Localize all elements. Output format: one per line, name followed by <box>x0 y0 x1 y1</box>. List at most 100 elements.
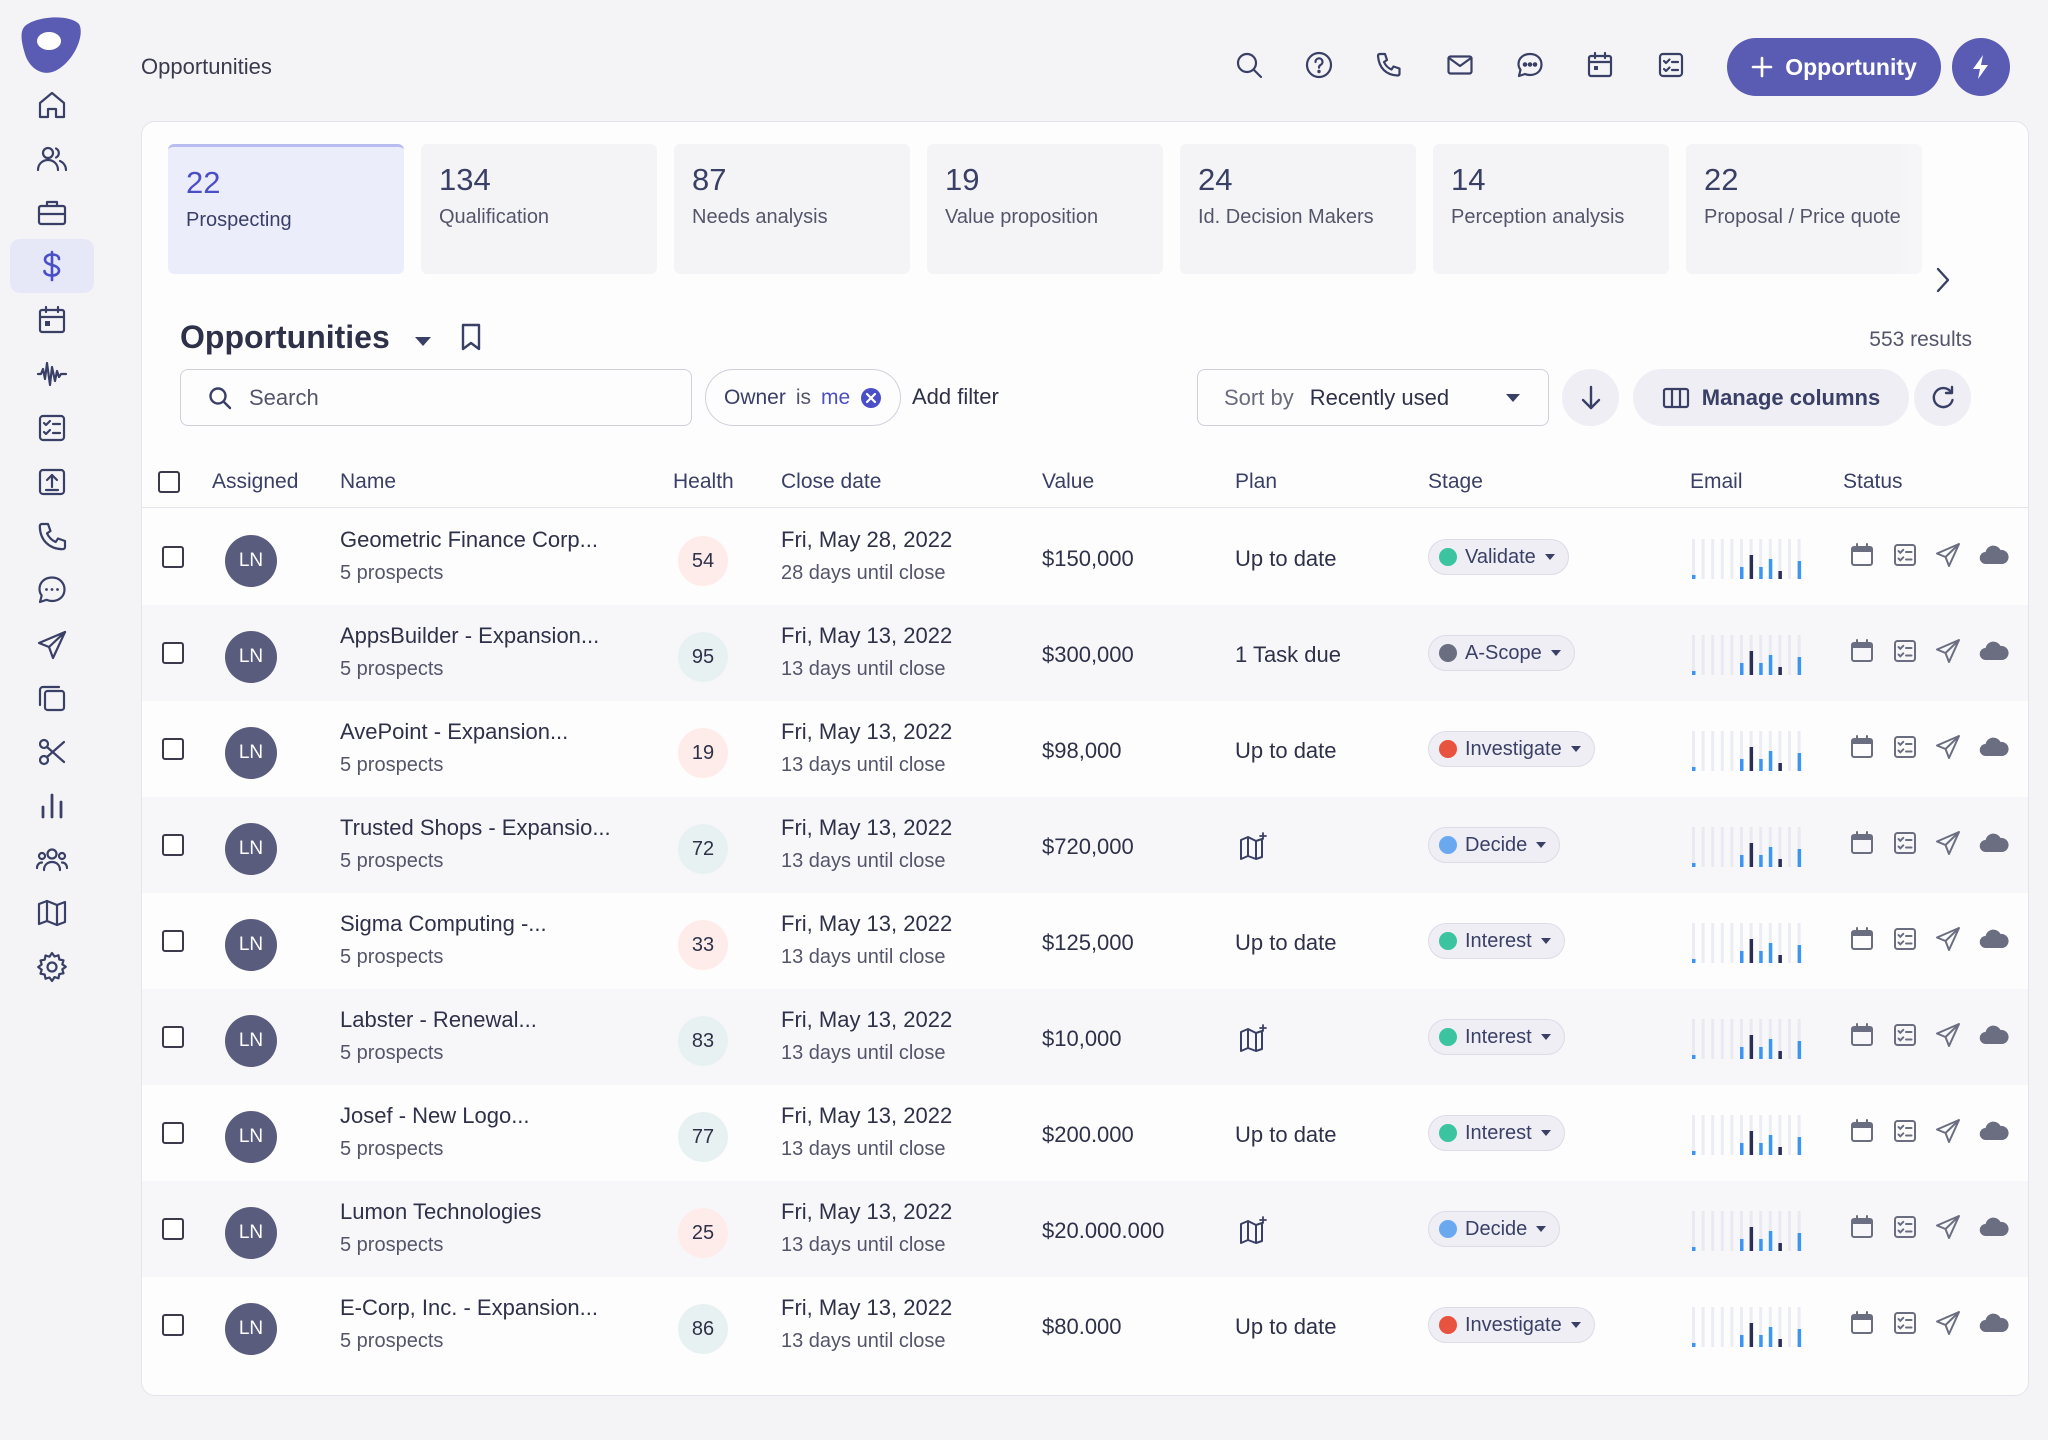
sidebar-item-calendar[interactable] <box>10 293 94 347</box>
table-row[interactable]: LN Geometric Finance Corp... 5 prospects… <box>142 509 2028 605</box>
opportunity-name[interactable]: Trusted Shops - Expansio... <box>340 815 611 840</box>
calendar-icon[interactable] <box>1848 541 1876 569</box>
stage-select[interactable]: Decide <box>1428 1211 1561 1247</box>
table-row[interactable]: LN Trusted Shops - Expansio... 5 prospec… <box>142 797 2028 893</box>
cloud-icon[interactable] <box>1977 1022 2011 1048</box>
table-row[interactable]: LN E-Corp, Inc. - Expansion... 5 prospec… <box>142 1277 2028 1373</box>
row-checkbox[interactable] <box>162 642 184 664</box>
list-view-dropdown[interactable] <box>412 330 434 352</box>
sidebar-item-settings[interactable] <box>10 940 94 994</box>
sidebar-item-task-list[interactable] <box>10 401 94 455</box>
sidebar-item-upload[interactable] <box>10 455 94 509</box>
cloud-icon[interactable] <box>1977 542 2011 568</box>
row-checkbox[interactable] <box>162 834 184 856</box>
send-icon[interactable] <box>1934 733 1962 761</box>
row-checkbox[interactable] <box>162 930 184 952</box>
cloud-icon[interactable] <box>1977 1310 2011 1336</box>
opportunity-name[interactable]: Lumon Technologies <box>340 1199 542 1224</box>
col-name[interactable]: Name <box>340 470 397 493</box>
calendar-icon[interactable] <box>1848 1213 1876 1241</box>
avatar[interactable]: LN <box>225 919 277 971</box>
sidebar-item-scissors[interactable] <box>10 725 94 779</box>
table-row[interactable]: LN AvePoint - Expansion... 5 prospects 1… <box>142 701 2028 797</box>
col-assigned[interactable]: Assigned <box>212 470 299 493</box>
calendar-icon[interactable] <box>1848 1021 1876 1049</box>
add-opportunity-button[interactable]: Opportunity <box>1727 38 1941 96</box>
send-icon[interactable] <box>1934 637 1962 665</box>
task-list-icon[interactable] <box>1654 48 1688 82</box>
opportunity-name[interactable]: E-Corp, Inc. - Expansion... <box>340 1295 598 1320</box>
stage-select[interactable]: Interest <box>1428 1019 1565 1055</box>
cloud-icon[interactable] <box>1977 830 2011 856</box>
calendar-icon[interactable] <box>1848 1309 1876 1337</box>
col-plan[interactable]: Plan <box>1235 470 1278 493</box>
task-list-icon[interactable] <box>1891 829 1919 857</box>
cloud-icon[interactable] <box>1977 638 2011 664</box>
sidebar-item-send[interactable] <box>10 618 94 672</box>
table-row[interactable]: LN Lumon Technologies 5 prospects 25 Fri… <box>142 1181 2028 1277</box>
table-row[interactable]: LN Labster - Renewal... 5 prospects 83 F… <box>142 989 2028 1085</box>
send-icon[interactable] <box>1934 829 1962 857</box>
plan-map-button[interactable] <box>1238 1024 1268 1054</box>
cloud-icon[interactable] <box>1977 1214 2011 1240</box>
avatar[interactable]: LN <box>225 1111 277 1163</box>
opportunity-name[interactable]: AppsBuilder - Expansion... <box>340 623 600 648</box>
cloud-icon[interactable] <box>1977 1118 2011 1144</box>
plan-map-button[interactable] <box>1238 832 1268 862</box>
stage-tab[interactable]: 22 Prospecting <box>168 144 404 274</box>
sidebar-item-map[interactable] <box>10 886 94 940</box>
phone-icon[interactable] <box>1372 48 1406 82</box>
row-checkbox[interactable] <box>162 1218 184 1240</box>
task-list-icon[interactable] <box>1891 1117 1919 1145</box>
cloud-icon[interactable] <box>1977 734 2011 760</box>
send-icon[interactable] <box>1934 541 1962 569</box>
send-icon[interactable] <box>1934 1117 1962 1145</box>
stages-next-button[interactable] <box>1926 260 1960 300</box>
row-checkbox[interactable] <box>162 1122 184 1144</box>
sidebar-item-phone[interactable] <box>10 509 94 563</box>
row-checkbox[interactable] <box>162 1314 184 1336</box>
row-checkbox[interactable] <box>162 546 184 568</box>
avatar[interactable]: LN <box>225 631 277 683</box>
avatar[interactable]: LN <box>225 535 277 587</box>
sidebar-item-bar-chart[interactable] <box>10 779 94 833</box>
sidebar-item-people[interactable] <box>10 132 94 186</box>
chat-icon[interactable] <box>1513 48 1547 82</box>
stage-tab[interactable]: 24 Id. Decision Makers <box>1180 144 1416 274</box>
avatar[interactable]: LN <box>225 1303 277 1355</box>
send-icon[interactable] <box>1934 1213 1962 1241</box>
owner-filter-chip[interactable]: Owner is me <box>705 369 902 426</box>
calendar-icon[interactable] <box>1848 925 1876 953</box>
calendar-icon[interactable] <box>1848 1117 1876 1145</box>
stage-select[interactable]: Decide <box>1428 827 1561 863</box>
sidebar-item-dollar[interactable] <box>10 239 94 293</box>
avatar[interactable]: LN <box>225 727 277 779</box>
table-row[interactable]: LN AppsBuilder - Expansion... 5 prospect… <box>142 605 2028 701</box>
calendar-icon[interactable] <box>1848 733 1876 761</box>
col-health[interactable]: Health <box>673 470 734 493</box>
sidebar-item-chat[interactable] <box>10 563 94 617</box>
sidebar-item-briefcase[interactable] <box>10 186 94 240</box>
app-logo[interactable] <box>19 16 83 76</box>
opportunity-name[interactable]: Sigma Computing -... <box>340 911 547 936</box>
task-list-icon[interactable] <box>1891 637 1919 665</box>
select-all-checkbox[interactable] <box>158 471 180 493</box>
search-icon[interactable] <box>1232 48 1266 82</box>
task-list-icon[interactable] <box>1891 541 1919 569</box>
avatar[interactable]: LN <box>225 1015 277 1067</box>
send-icon[interactable] <box>1934 1021 1962 1049</box>
save-view-button[interactable] <box>458 322 484 352</box>
task-list-icon[interactable] <box>1891 925 1919 953</box>
stage-select[interactable]: Investigate <box>1428 1307 1595 1343</box>
remove-filter-icon[interactable] <box>860 387 882 409</box>
table-row[interactable]: LN Josef - New Logo... 5 prospects 77 Fr… <box>142 1085 2028 1181</box>
stage-tab[interactable]: 22 Proposal / Price quote <box>1686 144 1922 274</box>
sort-direction-button[interactable] <box>1562 369 1619 426</box>
send-icon[interactable] <box>1934 1309 1962 1337</box>
col-close-date[interactable]: Close date <box>781 470 882 493</box>
col-value[interactable]: Value <box>1042 470 1095 493</box>
help-icon[interactable] <box>1302 48 1336 82</box>
stage-tab[interactable]: 134 Qualification <box>421 144 657 274</box>
opportunity-name[interactable]: AvePoint - Expansion... <box>340 719 569 744</box>
calendar-icon[interactable] <box>1583 48 1617 82</box>
